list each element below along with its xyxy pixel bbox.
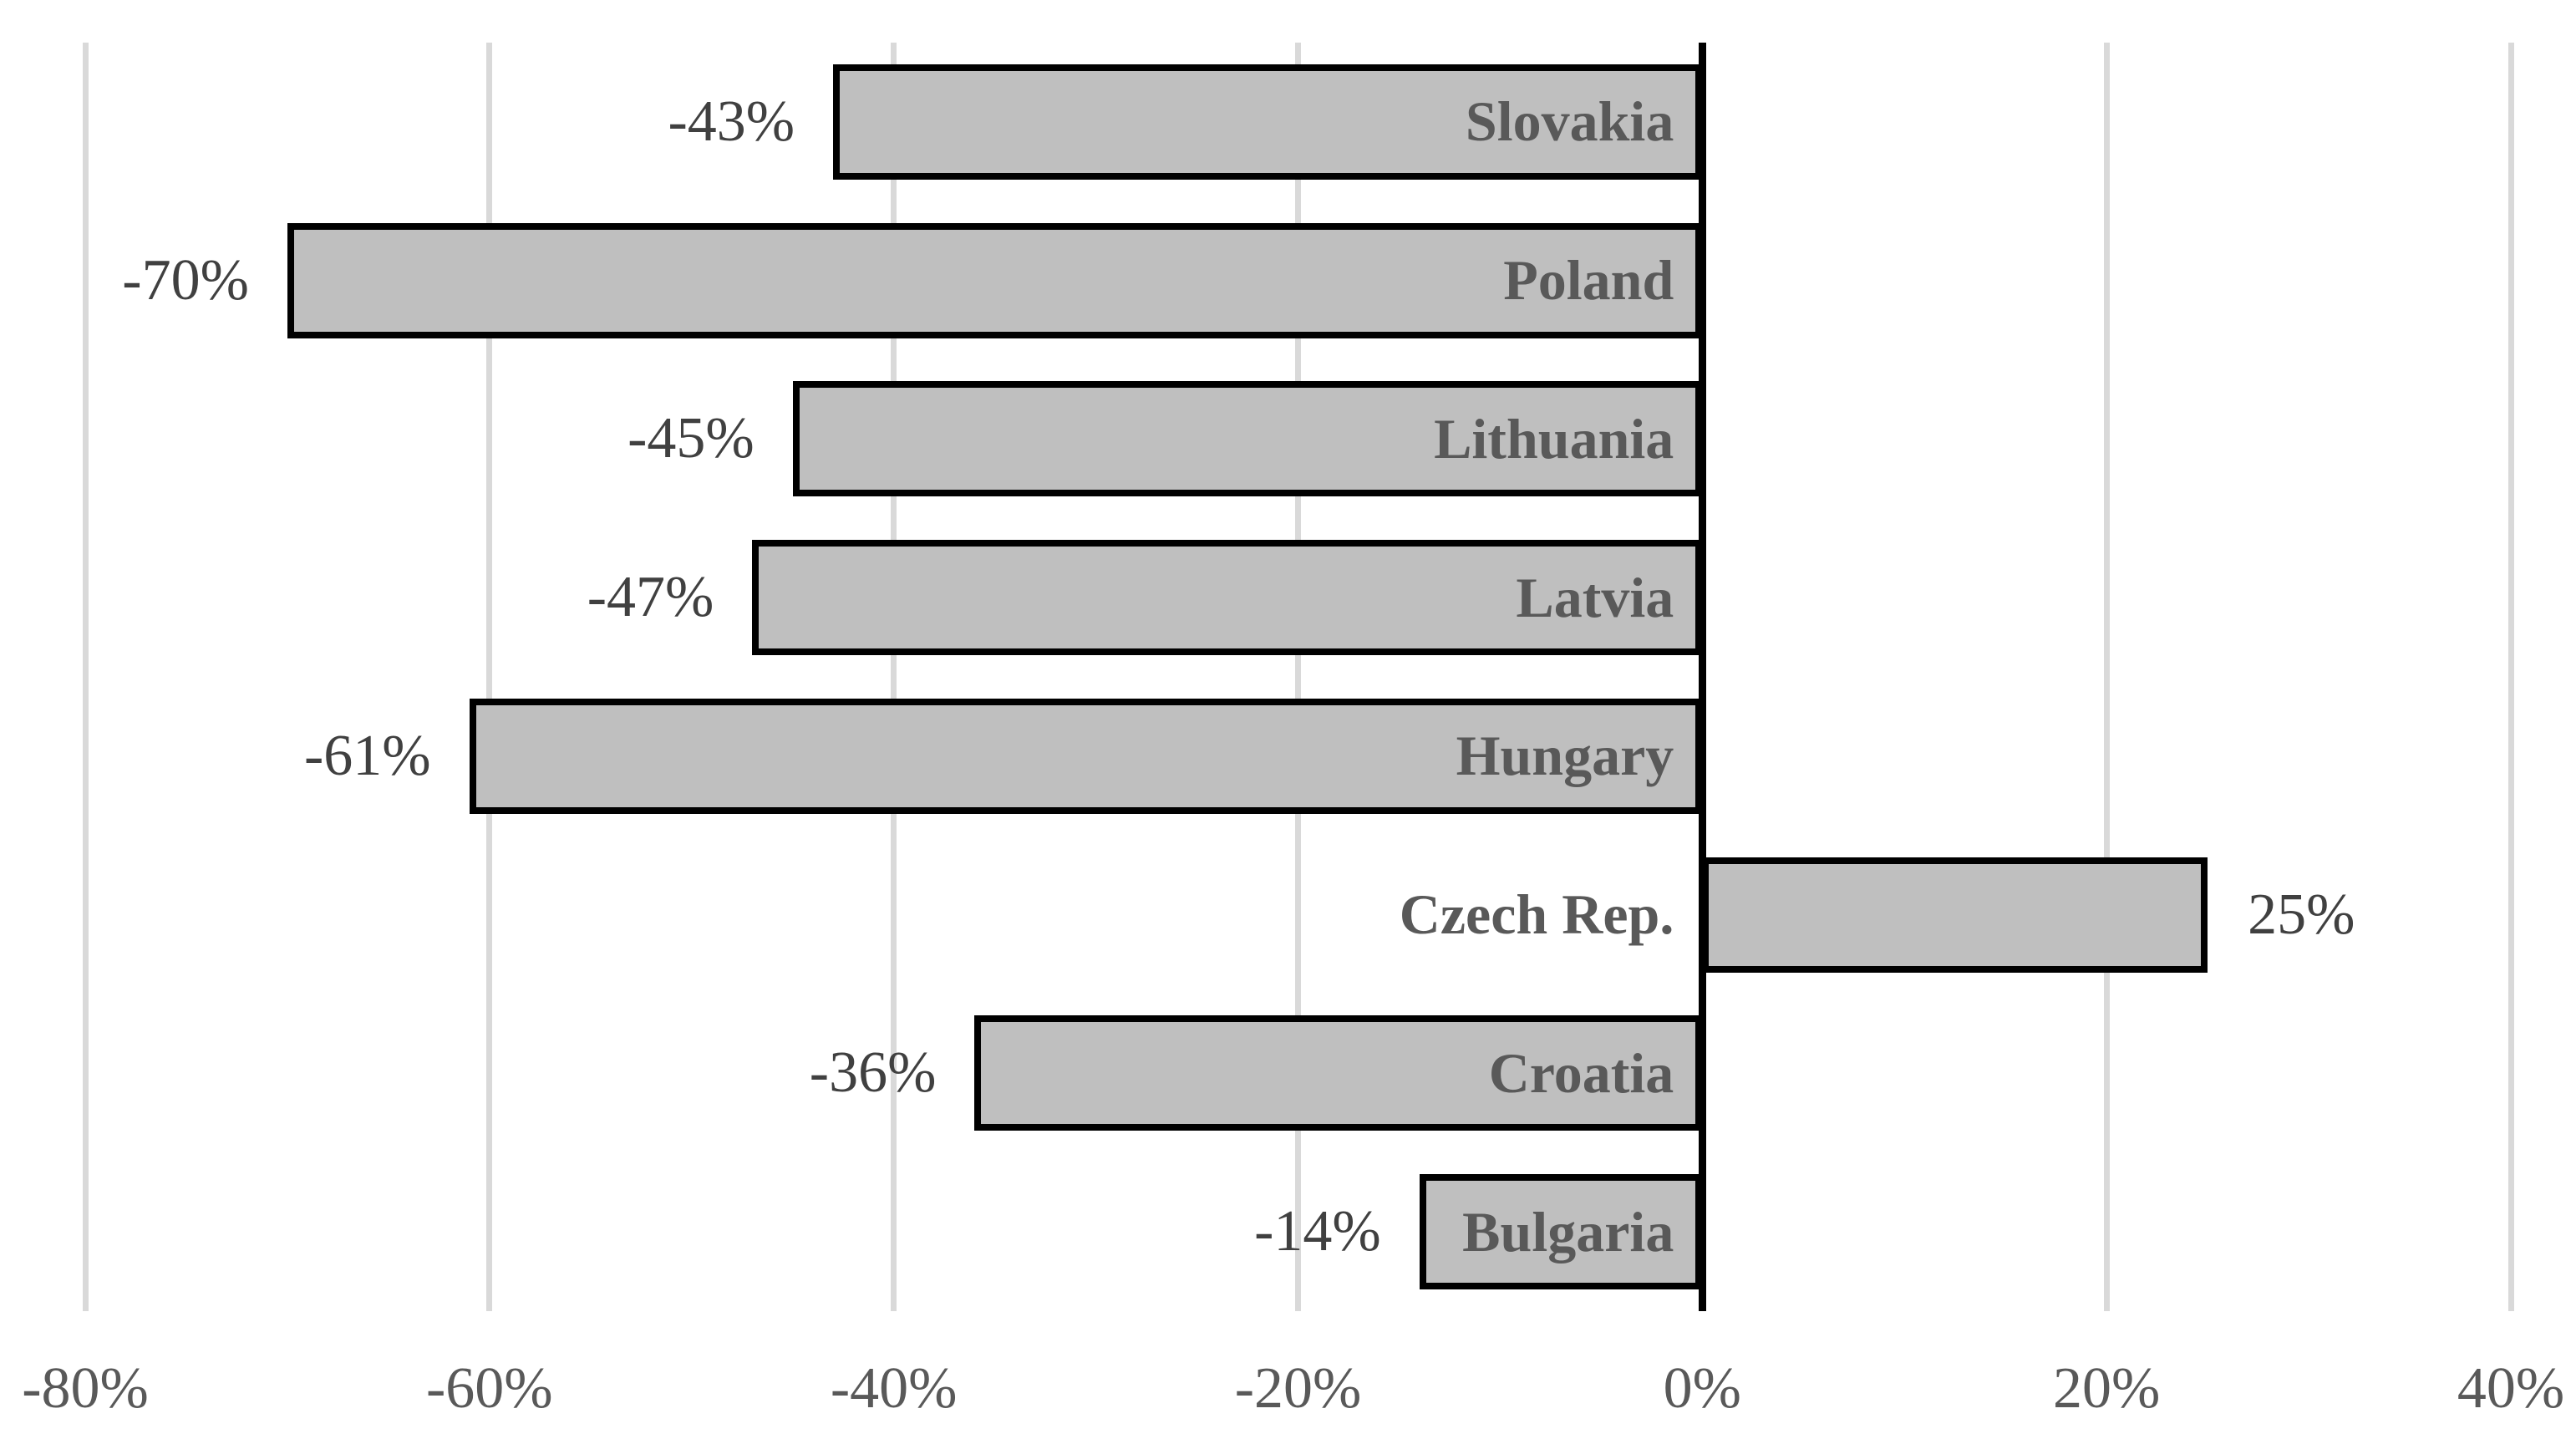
- x-tick-label-0pct: 0%: [1663, 1356, 1741, 1421]
- bar-croatia: [974, 1015, 1703, 1131]
- bar-slovakia: [833, 64, 1703, 180]
- zero-axis-line: [1698, 43, 1706, 1311]
- x-tick-label-neg60pct: -60%: [425, 1356, 553, 1421]
- bar-czech-rep: [1702, 857, 2208, 973]
- value-label-czech-rep: 25%: [2248, 882, 2355, 947]
- bar-bulgaria: [1419, 1174, 1703, 1290]
- category-label-poland: Poland: [1503, 248, 1674, 313]
- x-tick-label-40pct: 40%: [2457, 1356, 2565, 1421]
- x-tick-label-neg20pct: -20%: [1234, 1356, 1362, 1421]
- value-label-croatia: -36%: [809, 1040, 937, 1106]
- gridline: [891, 43, 897, 1311]
- bar-lithuania: [792, 381, 1703, 497]
- bar-poland: [287, 222, 1703, 338]
- value-label-bulgaria: -14%: [1254, 1199, 1381, 1264]
- category-label-hungary: Hungary: [1456, 724, 1674, 788]
- x-tick-label-20pct: 20%: [2053, 1356, 2161, 1421]
- category-label-bulgaria: Bulgaria: [1462, 1199, 1674, 1264]
- category-label-croatia: Croatia: [1488, 1040, 1674, 1105]
- value-label-poland: -70%: [122, 247, 249, 313]
- value-label-latvia: -47%: [587, 565, 714, 630]
- category-label-lithuania: Lithuania: [1434, 406, 1674, 470]
- gridline: [486, 43, 493, 1311]
- value-label-lithuania: -45%: [627, 406, 755, 471]
- gridline: [2103, 43, 2110, 1311]
- value-label-slovakia: -43%: [668, 89, 795, 154]
- value-label-hungary: -61%: [303, 723, 431, 788]
- gridline: [1295, 43, 1301, 1311]
- bar-hungary: [469, 698, 1703, 814]
- category-label-latvia: Latvia: [1516, 565, 1674, 629]
- gridline: [2507, 43, 2514, 1311]
- bar-latvia: [752, 540, 1703, 656]
- x-tick-label-neg40pct: -40%: [830, 1356, 958, 1421]
- x-tick-label-neg80pct: -80%: [22, 1356, 149, 1421]
- category-label-slovakia: Slovakia: [1465, 89, 1674, 154]
- gridline: [82, 43, 89, 1311]
- category-label-czech-rep: Czech Rep.: [1399, 882, 1674, 947]
